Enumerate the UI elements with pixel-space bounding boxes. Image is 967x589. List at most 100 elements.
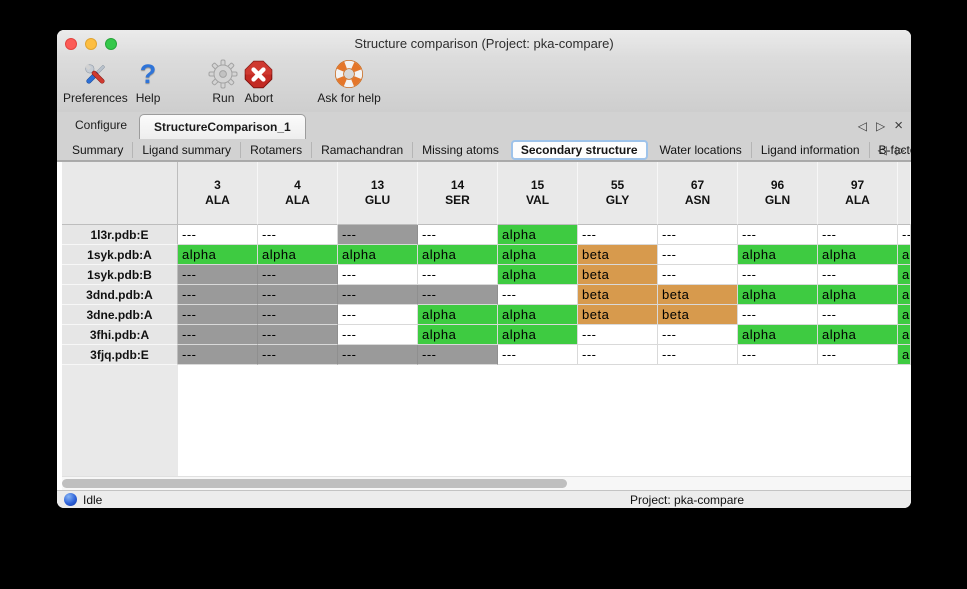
column-header-13[interactable]: 13 GLU <box>338 162 418 225</box>
table-cell[interactable]: alpha <box>418 245 498 265</box>
row-header-3dnd-pdb-a[interactable]: 3dnd.pdb:A <box>62 285 178 305</box>
table-cell[interactable]: --- <box>258 285 338 305</box>
table-cell[interactable]: --- <box>258 345 338 365</box>
table-cell[interactable]: alpha <box>898 245 911 265</box>
table-cell[interactable]: beta <box>578 305 658 325</box>
table-cell[interactable]: --- <box>338 345 418 365</box>
column-header-97[interactable]: 97 ALA <box>818 162 898 225</box>
table-cell[interactable]: --- <box>658 245 738 265</box>
table-cell[interactable]: alpha <box>898 345 911 365</box>
table-cell[interactable]: --- <box>498 345 578 365</box>
table-cell[interactable]: alpha <box>738 325 818 345</box>
table-cell[interactable]: --- <box>178 265 258 285</box>
table-cell[interactable]: alpha <box>818 325 898 345</box>
table-cell[interactable]: --- <box>178 305 258 325</box>
table-cell[interactable]: alpha <box>898 285 911 305</box>
table-cell[interactable]: --- <box>418 265 498 285</box>
table-cell[interactable]: --- <box>338 325 418 345</box>
toolbar-button-preferences[interactable]: Preferences <box>63 58 128 105</box>
tab-rotamers[interactable]: Rotamers <box>240 141 311 158</box>
table-cell[interactable]: alpha <box>498 225 578 245</box>
close-window-button[interactable] <box>65 38 77 50</box>
table-cell[interactable]: --- <box>738 225 818 245</box>
table-cell[interactable]: --- <box>178 345 258 365</box>
table-cell[interactable]: --- <box>578 325 658 345</box>
table-cell[interactable]: beta <box>658 305 738 325</box>
row-header-3fjq-pdb-e[interactable]: 3fjq.pdb:E <box>62 345 178 365</box>
row-header-1l3r-pdb-e[interactable]: 1l3r.pdb:E <box>62 225 178 245</box>
tab-structurecomparison-1[interactable]: StructureComparison_1 <box>139 114 306 139</box>
zoom-window-button[interactable] <box>105 38 117 50</box>
table-cell[interactable]: --- <box>258 225 338 245</box>
tab-water-locations[interactable]: Water locations <box>659 142 742 157</box>
column-header-55[interactable]: 55 GLY <box>578 162 658 225</box>
tab-secondary-structure[interactable]: Secondary structure <box>510 139 648 160</box>
table-cell[interactable]: --- <box>178 225 258 245</box>
table-cell[interactable]: --- <box>658 325 738 345</box>
table-cell[interactable]: --- <box>818 225 898 245</box>
horizontal-scrollbar[interactable] <box>62 476 911 490</box>
table-cell[interactable]: alpha <box>338 245 418 265</box>
table-cell[interactable]: --- <box>738 265 818 285</box>
tab-ligand-summary[interactable]: Ligand summary <box>132 141 240 158</box>
table-cell[interactable]: alpha <box>738 245 818 265</box>
tab-ligand-information[interactable]: Ligand information <box>750 141 869 158</box>
table-cell[interactable]: --- <box>658 265 738 285</box>
table-cell[interactable]: --- <box>338 225 418 245</box>
table-cell[interactable]: --- <box>178 285 258 305</box>
table-cell[interactable]: --- <box>338 285 418 305</box>
column-header-96[interactable]: 96 GLN <box>738 162 818 225</box>
row-header-1syk-pdb-a[interactable]: 1syk.pdb:A <box>62 245 178 265</box>
table-cell[interactable]: --- <box>258 265 338 285</box>
table-cell[interactable]: alpha <box>898 325 911 345</box>
column-header-4[interactable]: 4 ALA <box>258 162 338 225</box>
table-cell[interactable]: --- <box>578 225 658 245</box>
table-cell[interactable]: --- <box>738 305 818 325</box>
table-cell[interactable]: --- <box>658 225 738 245</box>
table-cell[interactable]: alpha <box>498 265 578 285</box>
table-cell[interactable]: --- <box>818 345 898 365</box>
toolbar-button-ask-for-help[interactable]: Ask for help <box>317 58 381 105</box>
table-cell[interactable]: beta <box>658 285 738 305</box>
table-cell[interactable]: beta <box>578 245 658 265</box>
tab-configure[interactable]: Configure <box>75 118 128 132</box>
row-header-3dne-pdb-a[interactable]: 3dne.pdb:A <box>62 305 178 325</box>
table-cell[interactable]: --- <box>578 345 658 365</box>
tab-close-icon[interactable]: × <box>894 116 903 134</box>
table-cell[interactable]: beta <box>578 285 658 305</box>
table-cell[interactable]: beta <box>578 265 658 285</box>
table-cell[interactable]: alpha <box>418 305 498 325</box>
table-cell[interactable]: --- <box>738 345 818 365</box>
table-cell[interactable]: alpha <box>498 305 578 325</box>
table-cell[interactable]: alpha <box>898 305 911 325</box>
table-cell[interactable]: alpha <box>418 325 498 345</box>
table-cell[interactable]: alpha <box>818 285 898 305</box>
column-header-15[interactable]: 15 VAL <box>498 162 578 225</box>
toolbar-button-help[interactable]: ? Help <box>136 58 161 105</box>
column-header-67[interactable]: 67 ASN <box>658 162 738 225</box>
row-header-3fhi-pdb-a[interactable]: 3fhi.pdb:A <box>62 325 178 345</box>
tab-scroll-right-icon[interactable]: ▷ <box>876 118 886 133</box>
table-cell[interactable]: alpha <box>898 265 911 285</box>
table-cell[interactable]: alpha <box>818 245 898 265</box>
toolbar-button-run[interactable]: Run <box>208 58 238 105</box>
minimize-window-button[interactable] <box>85 38 97 50</box>
column-header-partial[interactable] <box>898 162 911 225</box>
table-cell[interactable]: --- <box>258 325 338 345</box>
toolbar-button-abort[interactable]: Abort <box>244 58 273 105</box>
table-cell[interactable]: --- <box>418 285 498 305</box>
column-header-14[interactable]: 14 SER <box>418 162 498 225</box>
table-cell[interactable]: --- <box>818 265 898 285</box>
table-cell[interactable]: alpha <box>498 245 578 265</box>
tab-b-factors[interactable]: B-factors <box>868 141 911 158</box>
table-cell[interactable]: alpha <box>258 245 338 265</box>
horizontal-scrollbar-thumb[interactable] <box>62 479 567 488</box>
table-cell[interactable]: --- <box>418 225 498 245</box>
table-cell[interactable]: alpha <box>178 245 258 265</box>
subtab-scroll-left-icon[interactable]: ◁ <box>877 143 887 157</box>
table-cell[interactable]: --- <box>818 305 898 325</box>
table-cell[interactable]: --- <box>338 265 418 285</box>
column-header-3[interactable]: 3 ALA <box>178 162 258 225</box>
table-cell[interactable]: alpha <box>498 325 578 345</box>
tab-missing-atoms[interactable]: Missing atoms <box>412 141 508 158</box>
